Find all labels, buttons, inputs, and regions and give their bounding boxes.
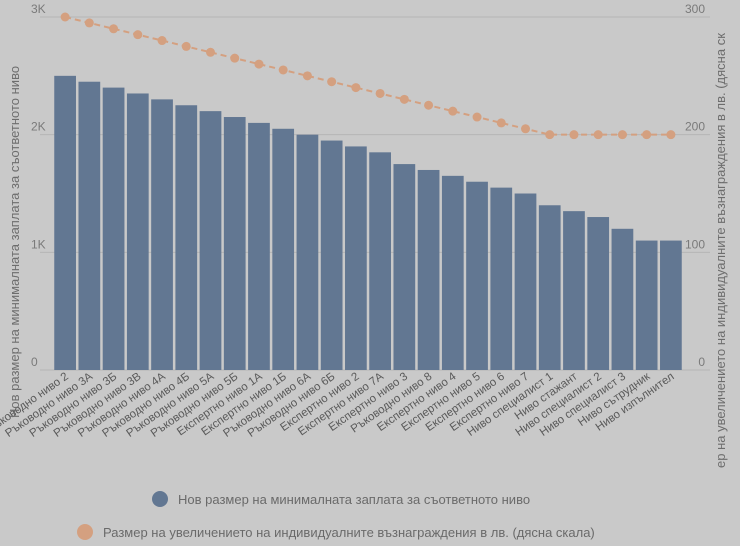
bar	[441, 175, 464, 370]
legend-line-label: Размер на увеличението на индивидуалните…	[103, 525, 595, 540]
line-point	[302, 71, 312, 81]
bar	[514, 193, 537, 370]
bar	[660, 240, 682, 370]
line-point	[351, 83, 361, 93]
line-point	[642, 130, 652, 140]
line-point	[109, 24, 119, 34]
line-point	[569, 130, 579, 140]
line-point	[375, 88, 385, 98]
bar	[587, 217, 610, 370]
bar	[490, 187, 513, 370]
left-tick-label: 1K	[31, 237, 46, 251]
line-point	[133, 30, 143, 40]
line-point	[84, 18, 94, 28]
line-point	[230, 53, 240, 63]
line-point	[472, 112, 482, 122]
bar	[78, 81, 101, 370]
left-tick-label: 3K	[31, 2, 46, 16]
bar	[54, 75, 76, 370]
bar	[223, 117, 246, 371]
bar	[563, 211, 585, 370]
bar-series	[54, 75, 682, 371]
bar	[611, 228, 634, 370]
line-point	[666, 130, 676, 140]
line-point	[545, 130, 555, 140]
bar	[345, 146, 367, 370]
bar	[393, 164, 416, 370]
bar	[417, 169, 440, 370]
legend-line-swatch	[77, 524, 93, 540]
legend-bar-label: Нов размер на минималната заплата за съо…	[178, 492, 530, 507]
line-point	[496, 118, 506, 128]
right-tick-label: 0	[698, 355, 705, 369]
line-point	[278, 65, 288, 75]
bar	[102, 87, 125, 370]
bar	[466, 181, 488, 370]
line-point	[593, 130, 603, 140]
right-tick-label: 100	[685, 237, 705, 251]
left-tick-label: 2K	[31, 120, 46, 134]
left-tick-label: 0	[31, 355, 38, 369]
bar	[369, 152, 391, 370]
line-series	[60, 12, 676, 140]
right-axis-ticks: 0 100 200 300	[685, 2, 705, 369]
bar	[635, 240, 658, 370]
line-point	[399, 94, 409, 104]
bar	[151, 99, 173, 370]
line-point	[448, 106, 458, 116]
right-tick-label: 200	[685, 120, 705, 134]
bar	[296, 134, 319, 370]
bar	[538, 205, 561, 370]
bar	[320, 140, 343, 370]
bar	[272, 128, 295, 370]
left-axis-ticks: 0 1K 2K 3K	[31, 2, 46, 369]
line-point	[521, 124, 530, 134]
line-point	[60, 12, 70, 22]
line-point	[181, 41, 191, 51]
line-point	[254, 59, 264, 69]
bar	[175, 105, 198, 370]
bar	[248, 122, 270, 371]
line-point	[157, 36, 167, 46]
right-tick-label: 300	[685, 2, 705, 16]
legend: Нов размер на минималната заплата за съо…	[77, 491, 595, 540]
line-point	[617, 130, 627, 140]
bar	[126, 93, 149, 370]
right-axis-title: ер на увеличението на индивидуалните въз…	[713, 33, 728, 468]
line-point	[206, 47, 215, 57]
line-point	[424, 100, 434, 110]
legend-bar-swatch	[152, 491, 168, 507]
left-axis-title: Нов размер на минималната заплата за съо…	[7, 66, 22, 418]
line-point	[327, 77, 337, 87]
bar	[199, 111, 222, 370]
